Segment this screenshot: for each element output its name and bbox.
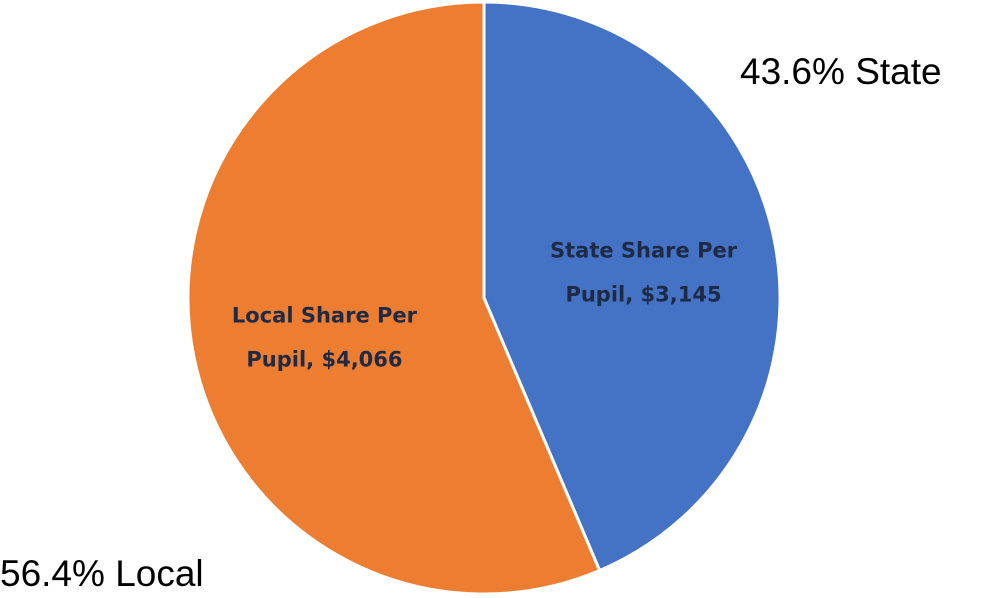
category-label: Local — [115, 553, 203, 594]
local-annotation: 56.4% Local — [0, 553, 204, 594]
percent-label: 43.6% — [740, 51, 845, 92]
slices — [186, 0, 782, 596]
data-label: Local Share Per — [232, 303, 418, 327]
data-label: Pupil, $3,145 — [565, 283, 721, 307]
pie-slice — [186, 0, 602, 596]
percent-label: 56.4% — [0, 553, 105, 594]
category-label: State — [855, 51, 941, 92]
pie-slice — [482, 0, 782, 573]
state-annotation: 43.6% State — [740, 51, 942, 92]
data-label: State Share Per — [550, 239, 738, 263]
data-label: Pupil, $4,066 — [246, 347, 402, 371]
